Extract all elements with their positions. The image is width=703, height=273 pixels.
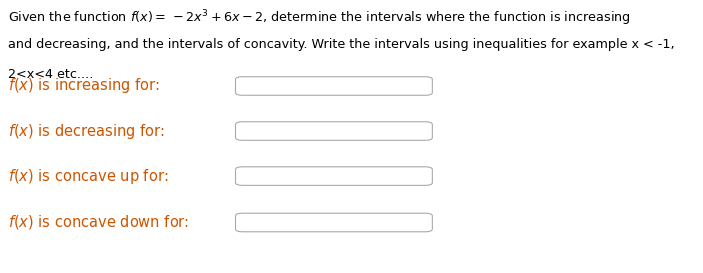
FancyBboxPatch shape xyxy=(236,213,432,232)
Text: and decreasing, and the intervals of concavity. Write the intervals using inequa: and decreasing, and the intervals of con… xyxy=(8,38,675,51)
FancyBboxPatch shape xyxy=(236,77,432,95)
FancyBboxPatch shape xyxy=(236,122,432,140)
Text: 2<x<4 etc....: 2<x<4 etc.... xyxy=(8,68,93,81)
Text: $f(x)$ is concave down for:: $f(x)$ is concave down for: xyxy=(8,213,190,232)
Text: Given the function $f(x) =\, -2x^3 + 6x - 2$, determine the intervals where the : Given the function $f(x) =\, -2x^3 + 6x … xyxy=(8,8,631,28)
Text: $f(x)$ is decreasing for:: $f(x)$ is decreasing for: xyxy=(8,121,165,141)
Text: $f(x)$ is concave up for:: $f(x)$ is concave up for: xyxy=(8,167,169,186)
FancyBboxPatch shape xyxy=(236,167,432,185)
Text: $f(x)$ is increasing for:: $f(x)$ is increasing for: xyxy=(8,76,160,96)
